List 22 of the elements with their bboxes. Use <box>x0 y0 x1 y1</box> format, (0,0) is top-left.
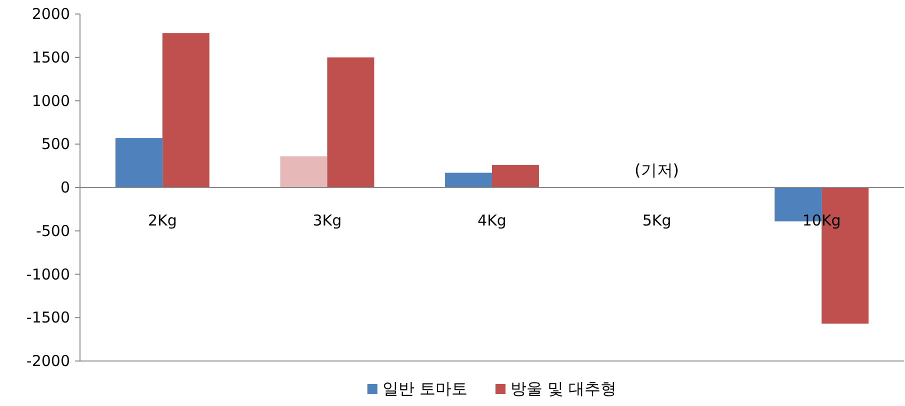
annotation: (기저) <box>634 160 680 180</box>
bar <box>327 57 374 188</box>
legend-label: 방울 및 대추형 <box>510 379 617 398</box>
y-tick-label: 500 <box>41 135 70 154</box>
y-tick-label: 2000 <box>32 5 70 23</box>
y-tick-label: -1500 <box>26 308 70 327</box>
bar <box>115 138 162 188</box>
x-tick-label: 4Kg <box>478 212 506 230</box>
y-tick-label: 1500 <box>32 48 70 66</box>
y-tick-label: 0 <box>60 178 70 196</box>
legend-label: 일반 토마토 <box>382 379 468 398</box>
bar <box>445 172 492 188</box>
x-tick-label: 3Kg <box>312 212 342 230</box>
x-tick-label: 2Kg <box>148 212 177 230</box>
bar <box>280 156 328 188</box>
x-tick-label: 5Kg <box>642 212 672 230</box>
y-tick-label: -500 <box>36 222 70 240</box>
y-tick-label: -2000 <box>26 352 70 370</box>
bar <box>492 164 539 188</box>
bar <box>162 33 210 188</box>
y-tick-label: -1000 <box>26 265 70 284</box>
y-tick-label: 1000 <box>32 92 70 110</box>
